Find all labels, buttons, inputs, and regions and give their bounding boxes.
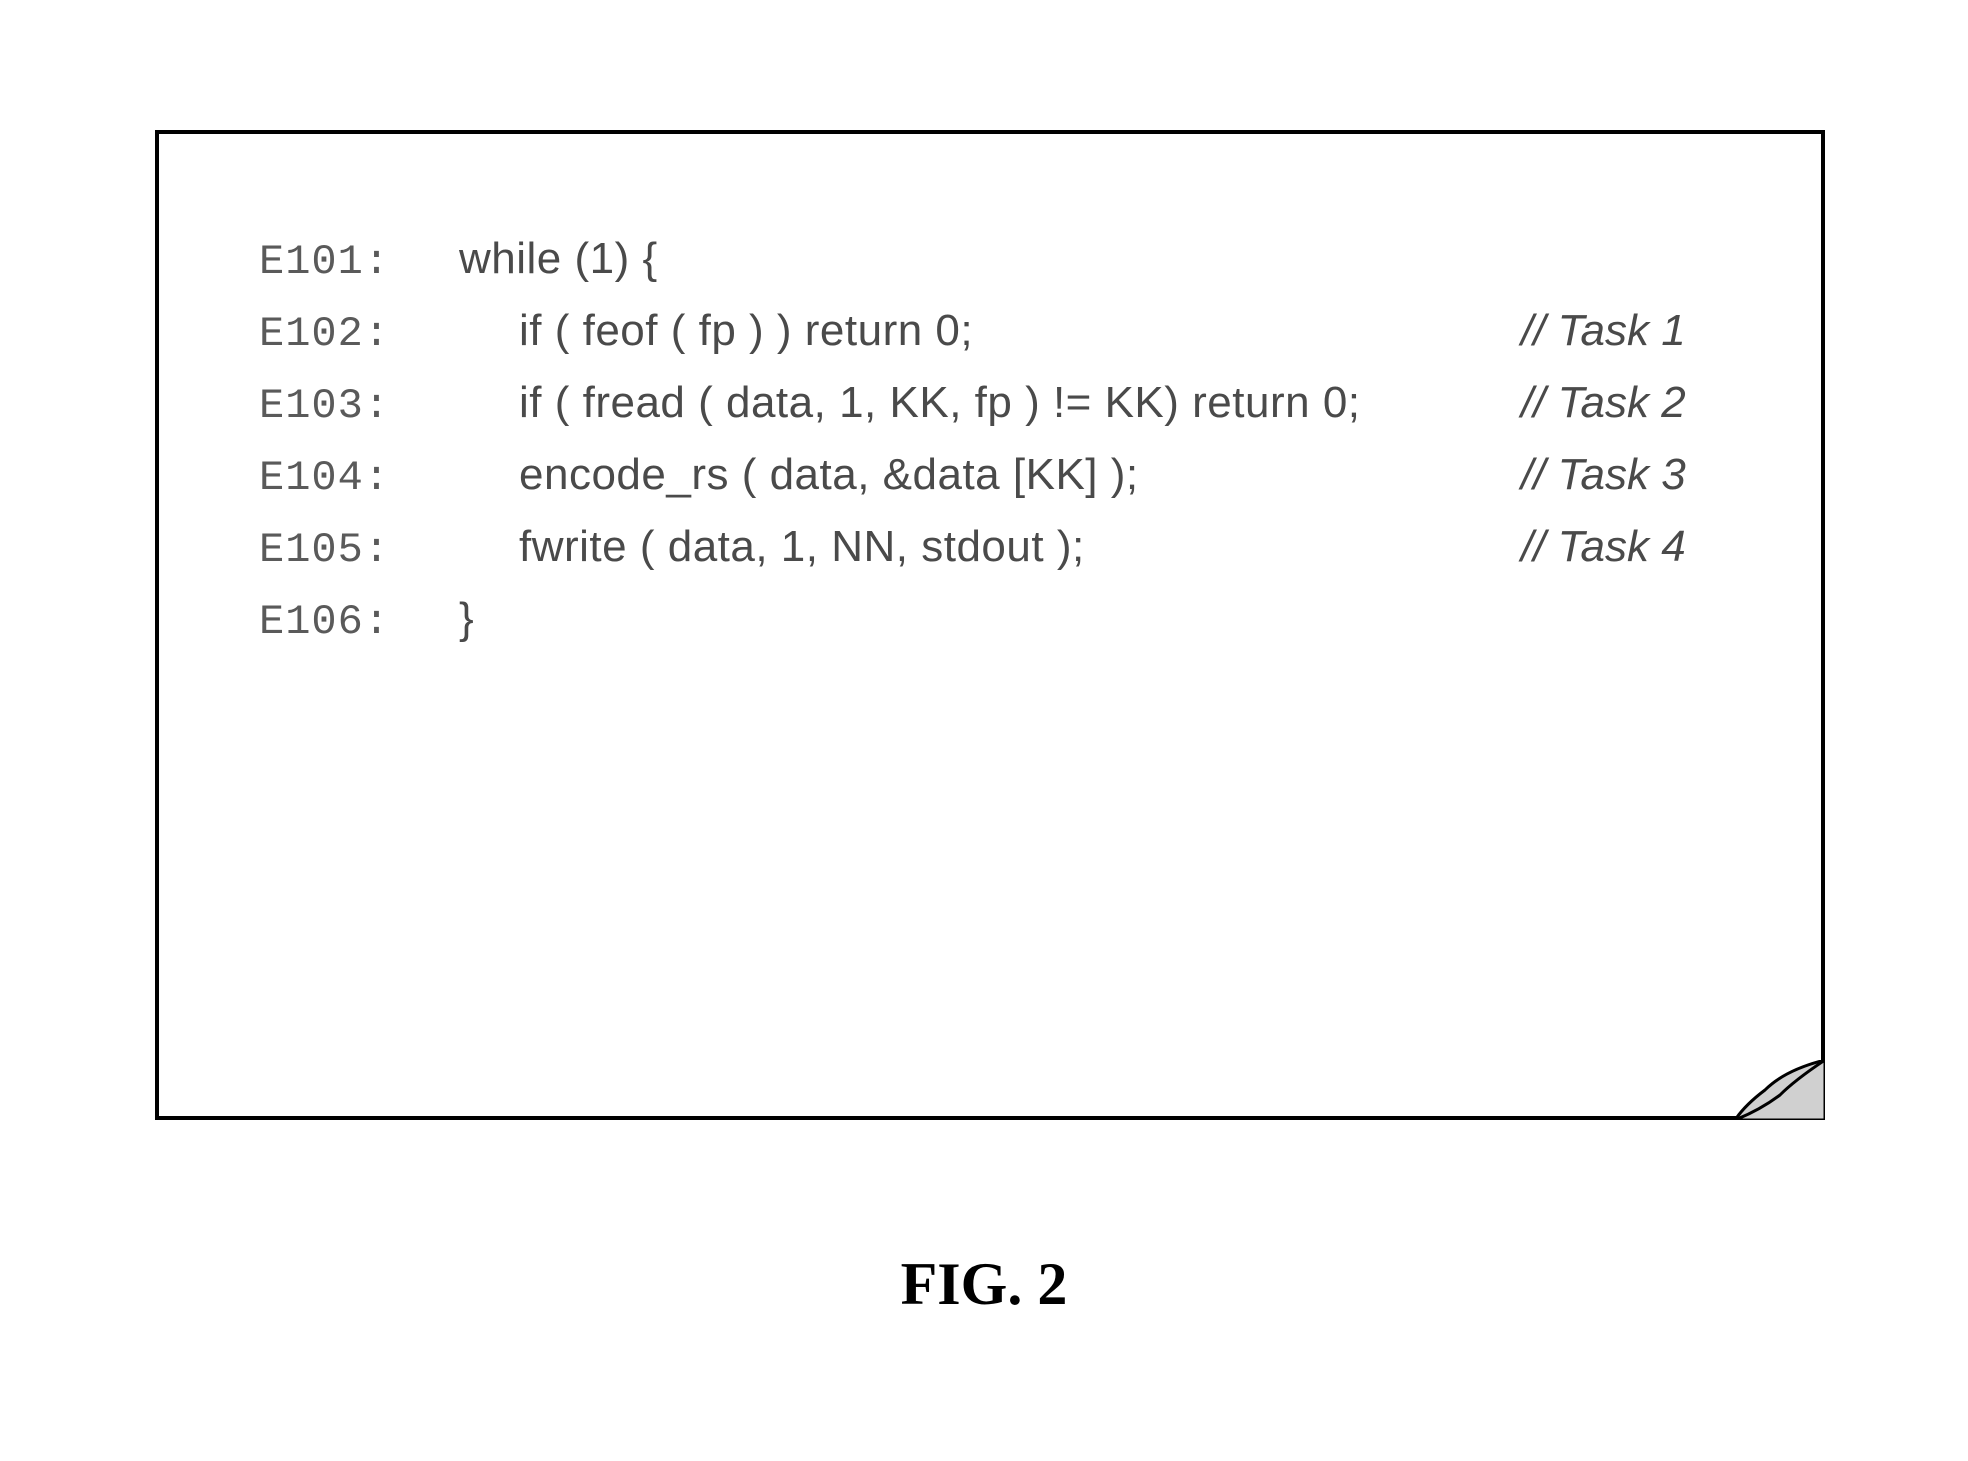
figure-caption: FIG. 2 — [0, 1250, 1968, 1319]
page-curl-icon — [1735, 1060, 1825, 1120]
line-label: E106: — [259, 598, 459, 646]
line-label: E102: — [259, 310, 459, 358]
code-comment: // Task 1 — [1521, 306, 1751, 356]
code-line: E104: encode_rs ( data, &data [KK] ); //… — [259, 450, 1751, 502]
code-comment: // Task 4 — [1521, 522, 1751, 572]
code-panel: E101: while (1) { E102: if ( feof ( fp )… — [155, 130, 1825, 1120]
code-text: while (1) { — [459, 234, 1521, 284]
code-comment: // Task 2 — [1521, 378, 1751, 428]
code-comment: // Task 3 — [1521, 450, 1751, 500]
code-line: E101: while (1) { — [259, 234, 1751, 286]
code-text: encode_rs ( data, &data [KK] ); — [459, 450, 1521, 500]
line-label: E104: — [259, 454, 459, 502]
code-text: if ( fread ( data, 1, KK, fp ) != KK) re… — [459, 378, 1521, 428]
code-line: E102: if ( feof ( fp ) ) return 0; // Ta… — [259, 306, 1751, 358]
code-line: E106: } — [259, 594, 1751, 646]
code-content: E101: while (1) { E102: if ( feof ( fp )… — [159, 134, 1821, 646]
code-text: if ( feof ( fp ) ) return 0; — [459, 306, 1521, 356]
code-line: E103: if ( fread ( data, 1, KK, fp ) != … — [259, 378, 1751, 430]
code-text: fwrite ( data, 1, NN, stdout ); — [459, 522, 1521, 572]
code-line: E105: fwrite ( data, 1, NN, stdout ); //… — [259, 522, 1751, 574]
line-label: E105: — [259, 526, 459, 574]
line-label: E103: — [259, 382, 459, 430]
code-text: } — [459, 594, 1521, 644]
line-label: E101: — [259, 238, 459, 286]
